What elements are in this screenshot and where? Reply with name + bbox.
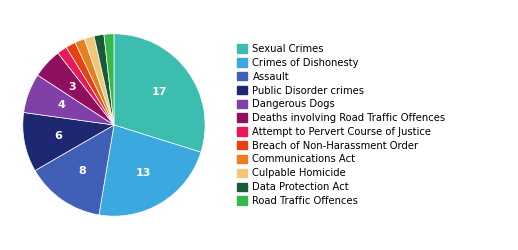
Wedge shape xyxy=(58,47,114,125)
Wedge shape xyxy=(84,36,114,125)
Wedge shape xyxy=(66,42,114,125)
Wedge shape xyxy=(114,34,205,152)
Wedge shape xyxy=(99,125,201,216)
Wedge shape xyxy=(94,34,114,125)
Wedge shape xyxy=(35,125,114,215)
Wedge shape xyxy=(23,112,114,170)
Wedge shape xyxy=(75,39,114,125)
Text: 3: 3 xyxy=(68,82,76,92)
Text: 13: 13 xyxy=(136,168,151,178)
Wedge shape xyxy=(104,34,114,125)
Wedge shape xyxy=(24,75,114,125)
Legend: Sexual Crimes, Crimes of Dishonesty, Assault, Public Disorder crimes, Dangerous : Sexual Crimes, Crimes of Dishonesty, Ass… xyxy=(237,44,445,206)
Text: 4: 4 xyxy=(57,100,65,110)
Text: 6: 6 xyxy=(54,131,63,141)
Text: 8: 8 xyxy=(78,166,85,176)
Text: 17: 17 xyxy=(152,86,167,97)
Wedge shape xyxy=(38,53,114,125)
